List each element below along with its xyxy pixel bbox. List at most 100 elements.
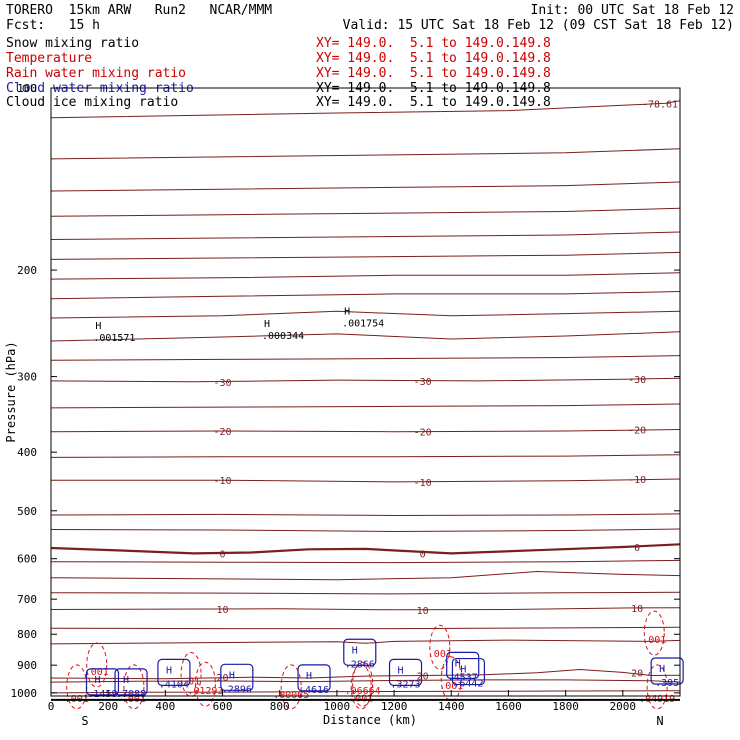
x-tick-label: 600 — [213, 700, 233, 713]
isotherm-line — [50, 310, 681, 319]
x-tick-label: 1000 — [324, 700, 351, 713]
y-tick-label: 700 — [17, 593, 37, 606]
isotherm-line — [50, 528, 681, 533]
isotherm-label: 10 — [217, 605, 229, 616]
rain-contour — [280, 664, 302, 710]
y-tick-label: 500 — [17, 505, 37, 518]
rain-contour — [643, 610, 665, 656]
isotherm-line — [50, 690, 681, 694]
isotherm-label: -20 — [414, 428, 432, 439]
isotherm-line — [50, 377, 681, 383]
x-tick-label: 800 — [270, 700, 290, 713]
isotherm-label: 0 — [634, 543, 640, 554]
cloud-water-label: .1459 — [87, 689, 117, 700]
x-tick-label: 2000 — [610, 700, 637, 713]
isotherm-line — [51, 478, 681, 483]
isotherm-label: 20 — [217, 673, 229, 684]
legend-xy-snow: XY= 149.0. 5.1 to 149.0.149.8 — [316, 36, 551, 51]
rain-label: .001 — [439, 681, 463, 692]
isotherm-label: 10 — [417, 606, 429, 617]
cloud-water-label: .4537 — [448, 672, 478, 683]
y-tick-label: 200 — [17, 264, 37, 277]
isotherm-line — [50, 559, 681, 564]
isotherm-label: -78.61 — [642, 99, 678, 110]
isotherm-label: 20 — [631, 668, 643, 679]
cloud-water-label: .2896 — [222, 684, 252, 695]
isotherm-line — [50, 679, 681, 683]
cloud-water-contour — [388, 658, 423, 686]
isotherm-line — [50, 607, 681, 611]
cloud-water-label: .4104 — [159, 679, 189, 690]
isotherm-label: 10 — [631, 604, 643, 615]
rain-contour — [646, 664, 668, 710]
snow-max-label: .000344 — [262, 331, 304, 342]
rain-contour — [352, 661, 374, 707]
isotherm-label: -10 — [414, 478, 432, 489]
y-tick-label: 800 — [17, 628, 37, 641]
isotherm-line — [50, 403, 681, 409]
isotherm-label: -30 — [414, 377, 432, 388]
isotherm-label: 0 — [420, 549, 426, 560]
cloud-water-max-marker: H — [94, 675, 100, 686]
y-tick-label: 900 — [17, 659, 37, 672]
cloud-water-label: .4616 — [299, 685, 329, 696]
cloud-water-contour — [297, 664, 331, 692]
x-axis-start-label: S — [81, 714, 88, 728]
rain-contour — [123, 664, 145, 710]
cloud-water-max-marker: H — [306, 671, 312, 682]
isotherm-line — [50, 272, 681, 280]
x-tick-label: 200 — [98, 700, 118, 713]
x-tick-label: 1800 — [552, 700, 579, 713]
isotherm-line — [50, 148, 681, 160]
cloud-water-max-marker: H — [455, 658, 461, 669]
header-line2-right: Valid: 15 UTC Sat 18 Feb 12 (09 CST Sat … — [342, 18, 734, 33]
cloud-water-label: .7088 — [116, 689, 146, 700]
y-tick-label: 600 — [17, 553, 37, 566]
isotherm-line — [50, 291, 681, 300]
isotherm-label: -20 — [628, 426, 646, 437]
isotherm-line — [50, 231, 681, 240]
legend-label-temperature: Temperature — [6, 51, 93, 66]
x-tick-label: 0 — [48, 700, 55, 713]
cloud-water-contour — [85, 668, 120, 696]
isotherm-line — [50, 429, 681, 433]
cloud-water-contour — [446, 651, 480, 679]
y-tick-label: 100 — [17, 82, 37, 95]
isotherm-line — [50, 181, 681, 192]
isotherm-line — [50, 591, 681, 595]
isotherm-line — [50, 355, 681, 361]
snow-max-label: .001571 — [93, 333, 135, 344]
rain-label: .001 — [428, 649, 452, 660]
legend-label-cloud-ice: Cloud ice mixing ratio — [6, 95, 179, 110]
x-axis-end-label: N — [656, 714, 663, 728]
snow-max-marker: H — [264, 319, 270, 330]
rain-label: .01293 — [187, 686, 223, 697]
rain-label: .001 — [642, 635, 666, 646]
cloud-water-max-marker: H — [659, 664, 665, 675]
rain-contour — [429, 624, 451, 670]
legend-xy-rain: XY= 149.0. 5.1 to 149.0.149.8 — [316, 66, 551, 81]
cloud-water-contour — [114, 668, 148, 696]
isotherm-label: -20 — [214, 427, 232, 438]
cloud-water-label: .6442 — [453, 679, 483, 690]
y-axis-title: Pressure (hPa) — [4, 341, 18, 442]
isotherm-label: -30 — [214, 378, 232, 389]
snow-max-marker: H — [95, 321, 101, 332]
cloud-water-label: .395 — [655, 678, 679, 689]
x-axis-title: Distance (km) — [323, 713, 417, 727]
header-line1-right: Init: 00 UTC Sat 18 Feb 12 — [530, 3, 735, 18]
isotherm-label: 0 — [220, 549, 226, 560]
isotherm-line — [50, 100, 681, 119]
cloud-water-max-marker: H — [166, 665, 172, 676]
cloud-water-label: .3273 — [390, 679, 420, 690]
cloud-water-max-marker: H — [398, 665, 404, 676]
isotherm-line — [50, 543, 681, 555]
isotherm-line — [50, 251, 681, 260]
isotherm-line — [50, 454, 681, 458]
cloud-water-contour — [650, 657, 684, 685]
legend-label-rain: Rain water mixing ratio — [6, 66, 187, 81]
isotherm-line — [50, 668, 681, 680]
x-tick-label: 1400 — [438, 700, 465, 713]
isotherm-line — [50, 207, 681, 217]
legend-xy-temperature: XY= 149.0. 5.1 to 149.0.149.8 — [316, 51, 551, 66]
